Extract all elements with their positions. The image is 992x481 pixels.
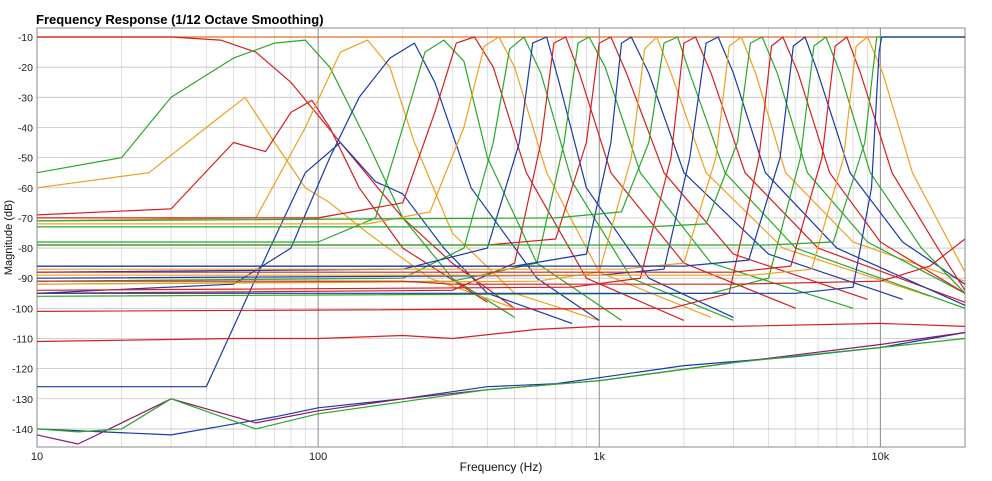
- series-line-24: [37, 36, 965, 312]
- plot-border: [36, 27, 966, 448]
- y-tick-label: -70: [18, 213, 33, 225]
- x-tick-label: 1k: [593, 451, 605, 463]
- x-axis-label: Frequency (Hz): [460, 460, 543, 474]
- series-line-4: [37, 96, 515, 309]
- series-line-30: [37, 36, 965, 294]
- x-tick-label: 100: [309, 451, 327, 463]
- series-line-25: [37, 36, 965, 285]
- y-tick-label: -110: [13, 333, 33, 345]
- series-line-35: [37, 337, 965, 433]
- series-line-6: [37, 39, 600, 321]
- y-tick-label: -20: [18, 62, 33, 74]
- y-tick-label: -40: [18, 122, 33, 134]
- series-line-13: [37, 36, 734, 318]
- y-tick-label: -30: [18, 92, 33, 104]
- series-line-32: [37, 322, 965, 343]
- series-line-12: [37, 36, 734, 321]
- y-tick-label: -140: [12, 424, 33, 436]
- series-line-19: [37, 36, 965, 309]
- chart-title: Frequency Response (1/12 Octave Smoothin…: [36, 12, 324, 27]
- y-tick-label: -80: [18, 243, 33, 255]
- series-line-23: [37, 36, 965, 294]
- series-line-2: [37, 36, 515, 309]
- x-tick-label: 10: [31, 451, 43, 463]
- series-line-10: [37, 36, 685, 321]
- series-line-18: [37, 36, 931, 297]
- series-line-31: [37, 238, 965, 285]
- y-tick-label: -90: [18, 273, 33, 285]
- y-tick-label: -100: [12, 303, 33, 315]
- series-line-26: [37, 36, 965, 297]
- y-tick-label: -120: [12, 364, 33, 376]
- series-line-20: [37, 36, 965, 303]
- x-tick-label: 10k: [871, 451, 889, 463]
- series-line-27: [37, 36, 965, 291]
- y-tick-label: -50: [18, 153, 33, 165]
- y-tick-label: -60: [18, 183, 33, 195]
- series-line-11: [37, 36, 712, 318]
- series-line-3: [37, 39, 515, 318]
- series-line-14: [37, 36, 796, 309]
- series-line-17: [37, 36, 903, 300]
- y-axis-label: Magnitude (dB): [3, 200, 15, 275]
- series-line-9: [37, 39, 622, 321]
- series-line-5: [37, 99, 488, 303]
- y-tick-label: -130: [12, 394, 33, 406]
- series-line-8: [37, 141, 573, 388]
- series-line-28: [37, 36, 965, 276]
- y-tick-label: -10: [18, 32, 33, 44]
